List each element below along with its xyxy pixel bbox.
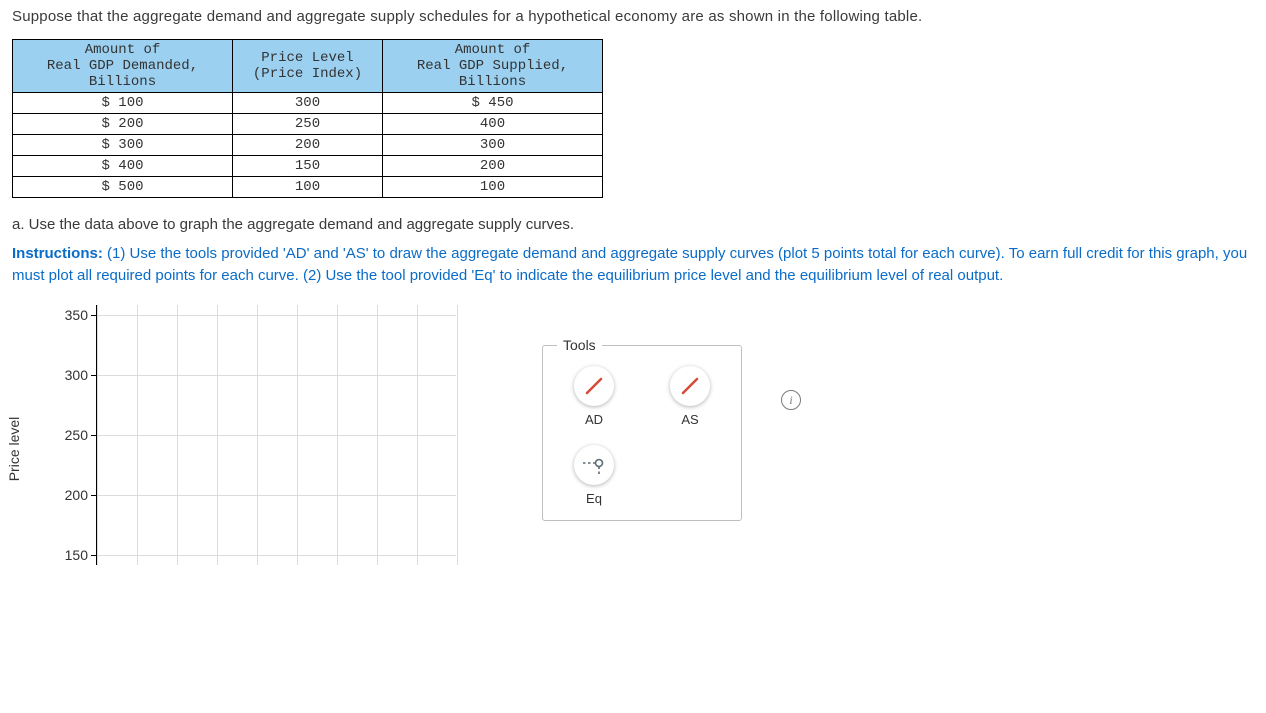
info-icon[interactable]: i [781,390,801,410]
question-a: a. Use the data above to graph the aggre… [12,216,1254,233]
y-tick-label: 250 [65,427,88,443]
chart-area[interactable]: Price level 350300250200150 [12,295,512,575]
table-row: $ 300 200 300 [13,135,603,156]
tool-label: AD [585,412,603,427]
tools-panel: Tools ADASEq [542,345,742,521]
tool-label: Eq [586,491,602,506]
table-row: $ 100 300 $ 450 [13,93,603,114]
tool-label: AS [681,412,698,427]
instructions-lead: Instructions: [12,245,103,262]
line-icon [670,366,710,406]
instructions-body: (1) Use the tools provided 'AD' and 'AS'… [12,245,1247,284]
tool-as[interactable]: AS [670,366,710,427]
y-tick-label: 300 [65,367,88,383]
th-demanded: Amount of Real GDP Demanded, Billions [13,40,233,93]
th-supplied: Amount of Real GDP Supplied, Billions [383,40,603,93]
table-body: $ 100 300 $ 450 $ 200 250 400 $ 300 200 … [13,93,603,198]
eq-marker-icon [574,445,614,485]
tools-title: Tools [557,337,602,353]
instructions: Instructions: (1) Use the tools provided… [12,243,1252,287]
th-price: Price Level (Price Index) [233,40,383,93]
intro-text: Suppose that the aggregate demand and ag… [12,8,1254,25]
table-row: $ 200 250 400 [13,114,603,135]
data-table: Amount of Real GDP Demanded, Billions Pr… [12,39,603,198]
table-row: $ 400 150 200 [13,156,603,177]
y-tick-label: 350 [65,307,88,323]
tool-ad[interactable]: AD [574,366,614,427]
tool-eq[interactable]: Eq [574,445,614,506]
line-icon [574,366,614,406]
y-axis-label: Price level [6,416,22,481]
y-tick-label: 150 [65,547,88,563]
y-tick-label: 200 [65,487,88,503]
table-row: $ 500 100 100 [13,177,603,198]
